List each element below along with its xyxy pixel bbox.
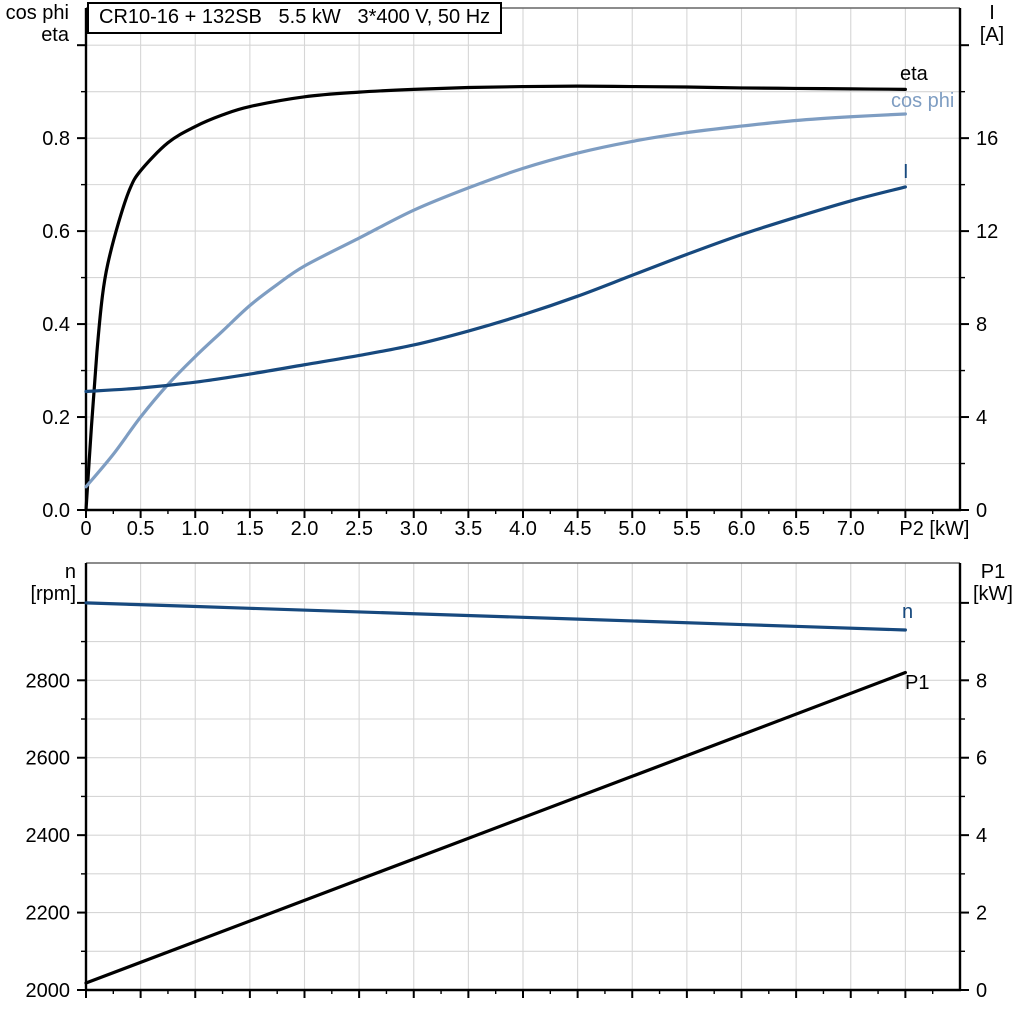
tick-label: 5.0: [618, 518, 646, 540]
upper-chart-group: 0 0.5 1.0 1.5 2.0 2.5 3.0 3.5 4.0 4.5 5.0 5.5 6.0 6.5…: [42, 7, 998, 540]
tick-label: 3.5: [454, 518, 482, 540]
p1-curve-label: P1: [905, 672, 929, 694]
gridlines: [86, 8, 960, 510]
tick-label: 2: [976, 903, 987, 925]
tick-label: 0.5: [127, 518, 155, 540]
tick-label: 1.0: [181, 518, 209, 540]
ticks: [77, 44, 969, 518]
ticks: [77, 601, 969, 998]
lower-chart-group: 2000 2200 2400 2600 2800 0 2 4 6 8 n P1: [26, 562, 988, 1002]
tick-label: 16: [976, 128, 998, 150]
tick-label: 6.0: [728, 518, 756, 540]
tick-label: 4.5: [564, 518, 592, 540]
tick-label: 12: [976, 221, 998, 243]
tick-label: 4: [976, 825, 987, 847]
rpm-unit-label: [rpm]: [30, 583, 76, 605]
tick-label: 2800: [26, 670, 71, 692]
current-curve: [84, 185, 907, 394]
eta-curve-label: eta: [900, 63, 929, 85]
tick-label: P2 [kW]: [899, 518, 969, 540]
current-axis-label: I: [989, 2, 995, 24]
tick-label: 0: [976, 500, 987, 522]
tick-label: 3.0: [400, 518, 428, 540]
speed-axis-label: n: [64, 561, 76, 583]
tick-label: 7.0: [837, 518, 865, 540]
speed-curve-label: n: [902, 601, 913, 623]
tick-labels: 0 0.5 1.0 1.5 2.0 2.5 3.0 3.5 4.0 4.5 5.0 5.5 6.0 6.5…: [42, 128, 998, 540]
tick-label: 0.0: [42, 500, 70, 522]
ampere-unit-label: [A]: [979, 24, 1005, 46]
tick-label: 0: [976, 980, 987, 1002]
speed-curve: [84, 601, 907, 632]
kw-unit-label: [kW]: [973, 583, 1013, 605]
tick-label: 1.5: [236, 518, 264, 540]
lower-right-axis-title: P1 [kW]: [962, 561, 1024, 605]
gridlines: [86, 563, 960, 990]
upper-right-axis-title: I [A]: [963, 2, 1021, 46]
tick-label: 8: [976, 670, 987, 692]
tick-label: 2.5: [345, 518, 373, 540]
p1-curve: [84, 670, 907, 985]
upper-left-axis-title: cos phi eta: [0, 2, 69, 46]
chart-title-box: CR10-16 + 132SB 5.5 kW 3*400 V, 50 Hz: [87, 2, 503, 34]
tick-label: 4.0: [509, 518, 537, 540]
tick-label: 2.0: [291, 518, 319, 540]
tick-label: 8: [976, 314, 987, 336]
tick-label: 0.8: [42, 128, 70, 150]
cos-phi-curve: [84, 112, 907, 489]
tick-label: 0.2: [42, 407, 70, 429]
tick-label: 6: [976, 748, 987, 770]
eta-curve: [84, 84, 907, 512]
cos-phi-curve-label: cos phi: [891, 90, 954, 112]
tick-label: 0.4: [42, 314, 70, 336]
p1-axis-label: P1: [980, 561, 1006, 583]
tick-label: 6.5: [782, 518, 810, 540]
tick-label: 4: [976, 407, 987, 429]
eta-axis-label: eta: [41, 24, 69, 46]
tick-label: 2600: [26, 748, 71, 770]
cos-phi-axis-label: cos phi: [5, 2, 69, 24]
tick-label: 5.5: [673, 518, 701, 540]
tick-label: 2400: [26, 825, 71, 847]
tick-label: 2200: [26, 903, 71, 925]
tick-label: 2000: [26, 980, 71, 1002]
tick-label: 0.6: [42, 221, 70, 243]
tick-labels: 2000 2200 2400 2600 2800 0 2 4 6 8: [26, 670, 988, 1002]
lower-left-axis-title: n [rpm]: [0, 561, 76, 605]
current-curve-label: I: [903, 161, 909, 183]
tick-label: 0: [80, 518, 91, 540]
